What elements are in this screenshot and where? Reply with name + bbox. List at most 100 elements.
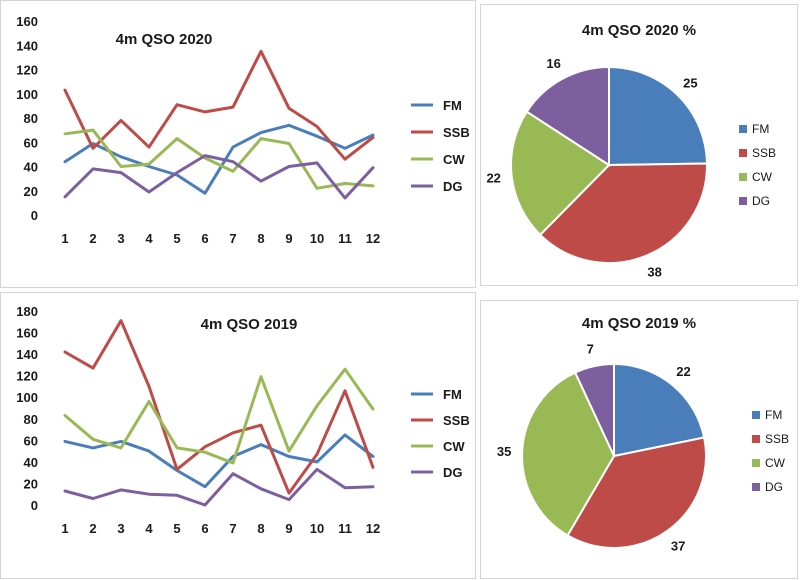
legend-label-fm: FM [752, 122, 769, 136]
legend-label-fm: FM [765, 408, 782, 422]
series-line-ssb [63, 319, 375, 495]
y-tick-label: 60 [24, 433, 38, 448]
x-tick-label: 10 [310, 231, 324, 246]
x-tick-label: 9 [285, 231, 292, 246]
legend-label-dg: DG [443, 465, 463, 480]
data-label-dg: 7 [587, 342, 594, 357]
x-tick-label: 7 [229, 231, 236, 246]
y-tick-label: 140 [16, 347, 38, 362]
x-tick-label: 9 [285, 521, 292, 536]
y-tick-label: 100 [16, 390, 38, 405]
y-tick-label: 80 [24, 111, 38, 126]
legend-label-fm: FM [443, 387, 462, 402]
series-line-cw [63, 128, 375, 190]
y-tick-label: 0 [31, 208, 38, 223]
y-tick-label: 80 [24, 412, 38, 427]
y-tick-label: 160 [16, 326, 38, 341]
pie-slice-cw [510, 110, 611, 237]
pie-slice-ssb [566, 436, 707, 549]
x-tick-label: 10 [310, 521, 324, 536]
x-tick-label: 8 [257, 231, 264, 246]
y-tick-label: 40 [24, 455, 38, 470]
pie-chart-2020-panel: 25 FM 38 SSB 22 CW 16 DG 4m QSO 2020 % [480, 4, 798, 286]
pie-slice-cw [521, 371, 616, 537]
chart-title: 4m QSO 2019 % [582, 315, 696, 332]
chart-title: 4m QSO 2019 [201, 316, 298, 333]
data-label-cw: 35 [497, 444, 511, 459]
legend-label-dg: DG [443, 179, 463, 194]
series-line-fm [63, 433, 375, 489]
data-label-ssb: 38 [647, 265, 661, 280]
x-tick-label: 3 [117, 231, 124, 246]
data-label-cw: 22 [486, 171, 500, 186]
data-label-ssb: 37 [671, 538, 685, 553]
legend-label-cw: CW [752, 170, 773, 184]
x-tick-label: 2 [89, 521, 96, 536]
y-tick-label: 40 [24, 160, 38, 175]
chart-title: 4m QSO 2020 [116, 31, 213, 48]
legend-swatch-dg [739, 197, 747, 205]
legend-swatch-dg [752, 483, 760, 491]
legend-swatch-ssb [752, 435, 760, 443]
y-tick-label: 180 [16, 304, 38, 319]
legend-label-dg: DG [752, 194, 770, 208]
legend-label-ssb: SSB [752, 146, 776, 160]
data-label-fm: 25 [683, 75, 697, 90]
x-tick-label: 6 [201, 231, 208, 246]
y-tick-label: 120 [16, 369, 38, 384]
legend-label-ssb: SSB [443, 413, 470, 428]
line-chart-2019-panel: 0 20 40 60 80 100 120 140 160 180 1 2 3 4 5 6 7 8 9 10 11 12 4… [0, 292, 476, 579]
x-tick-label: 5 [173, 521, 180, 536]
legend-label-ssb: SSB [443, 125, 470, 140]
x-tick-label: 1 [61, 521, 68, 536]
legend-swatch-fm [752, 411, 760, 419]
pie-slice-dg [525, 65, 610, 167]
x-tick-label: 4 [145, 521, 153, 536]
pie-chart-2019-panel: 22 FM 37 SSB 35 CW 7 DG 4m QSO 2019 % [480, 300, 798, 579]
legend-swatch-cw [739, 173, 747, 181]
legend-label-cw: CW [443, 152, 465, 167]
y-tick-label: 100 [16, 87, 38, 102]
line-chart-2020-panel: 0 20 40 60 80 100 120 140 160 1 2 3 4 5 6 7 8 9 10 11 12 4m Q… [0, 0, 476, 288]
pie-slice-fm [613, 362, 706, 458]
legend-label-cw: CW [443, 439, 465, 454]
series-line-dg [63, 154, 375, 200]
pie-chart-2019: 22 FM 37 SSB 35 CW 7 DG 4m QSO 2019 % [497, 315, 789, 553]
x-tick-label: 3 [117, 521, 124, 536]
x-tick-label: 11 [338, 231, 352, 246]
legend-swatch-ssb [739, 149, 747, 157]
legend-label-fm: FM [443, 98, 462, 113]
series-line-fm [63, 123, 375, 195]
pie-slice-ssb [538, 162, 709, 264]
series-line-ssb [63, 49, 375, 161]
x-tick-label: 8 [257, 521, 264, 536]
series-line-cw [63, 367, 375, 465]
legend-swatch-cw [752, 459, 760, 467]
x-tick-label: 11 [338, 521, 352, 536]
x-tick-label: 12 [366, 231, 380, 246]
y-tick-label: 140 [16, 38, 38, 53]
x-tick-label: 7 [229, 521, 236, 536]
legend-label-cw: CW [765, 456, 786, 470]
legend-label-dg: DG [765, 480, 783, 494]
pie-slice-fm [608, 65, 709, 167]
y-tick-label: 120 [16, 63, 38, 78]
chart-title: 4m QSO 2020 % [582, 22, 696, 39]
y-tick-label: 20 [24, 184, 38, 199]
data-label-dg: 16 [546, 56, 560, 71]
pie-chart-2020: 25 FM 38 SSB 22 CW 16 DG 4m QSO 2020 % [486, 22, 776, 280]
y-tick-label: 60 [24, 135, 38, 150]
x-tick-label: 5 [173, 231, 180, 246]
y-tick-label: 160 [16, 14, 38, 29]
series-line-dg [63, 467, 375, 507]
x-tick-label: 6 [201, 521, 208, 536]
x-tick-label: 4 [145, 231, 153, 246]
y-tick-label: 0 [31, 498, 38, 513]
data-label-fm: 22 [676, 364, 690, 379]
legend-label-ssb: SSB [765, 432, 789, 446]
y-tick-label: 20 [24, 476, 38, 491]
legend-swatch-fm [739, 125, 747, 133]
x-tick-label: 2 [89, 231, 96, 246]
